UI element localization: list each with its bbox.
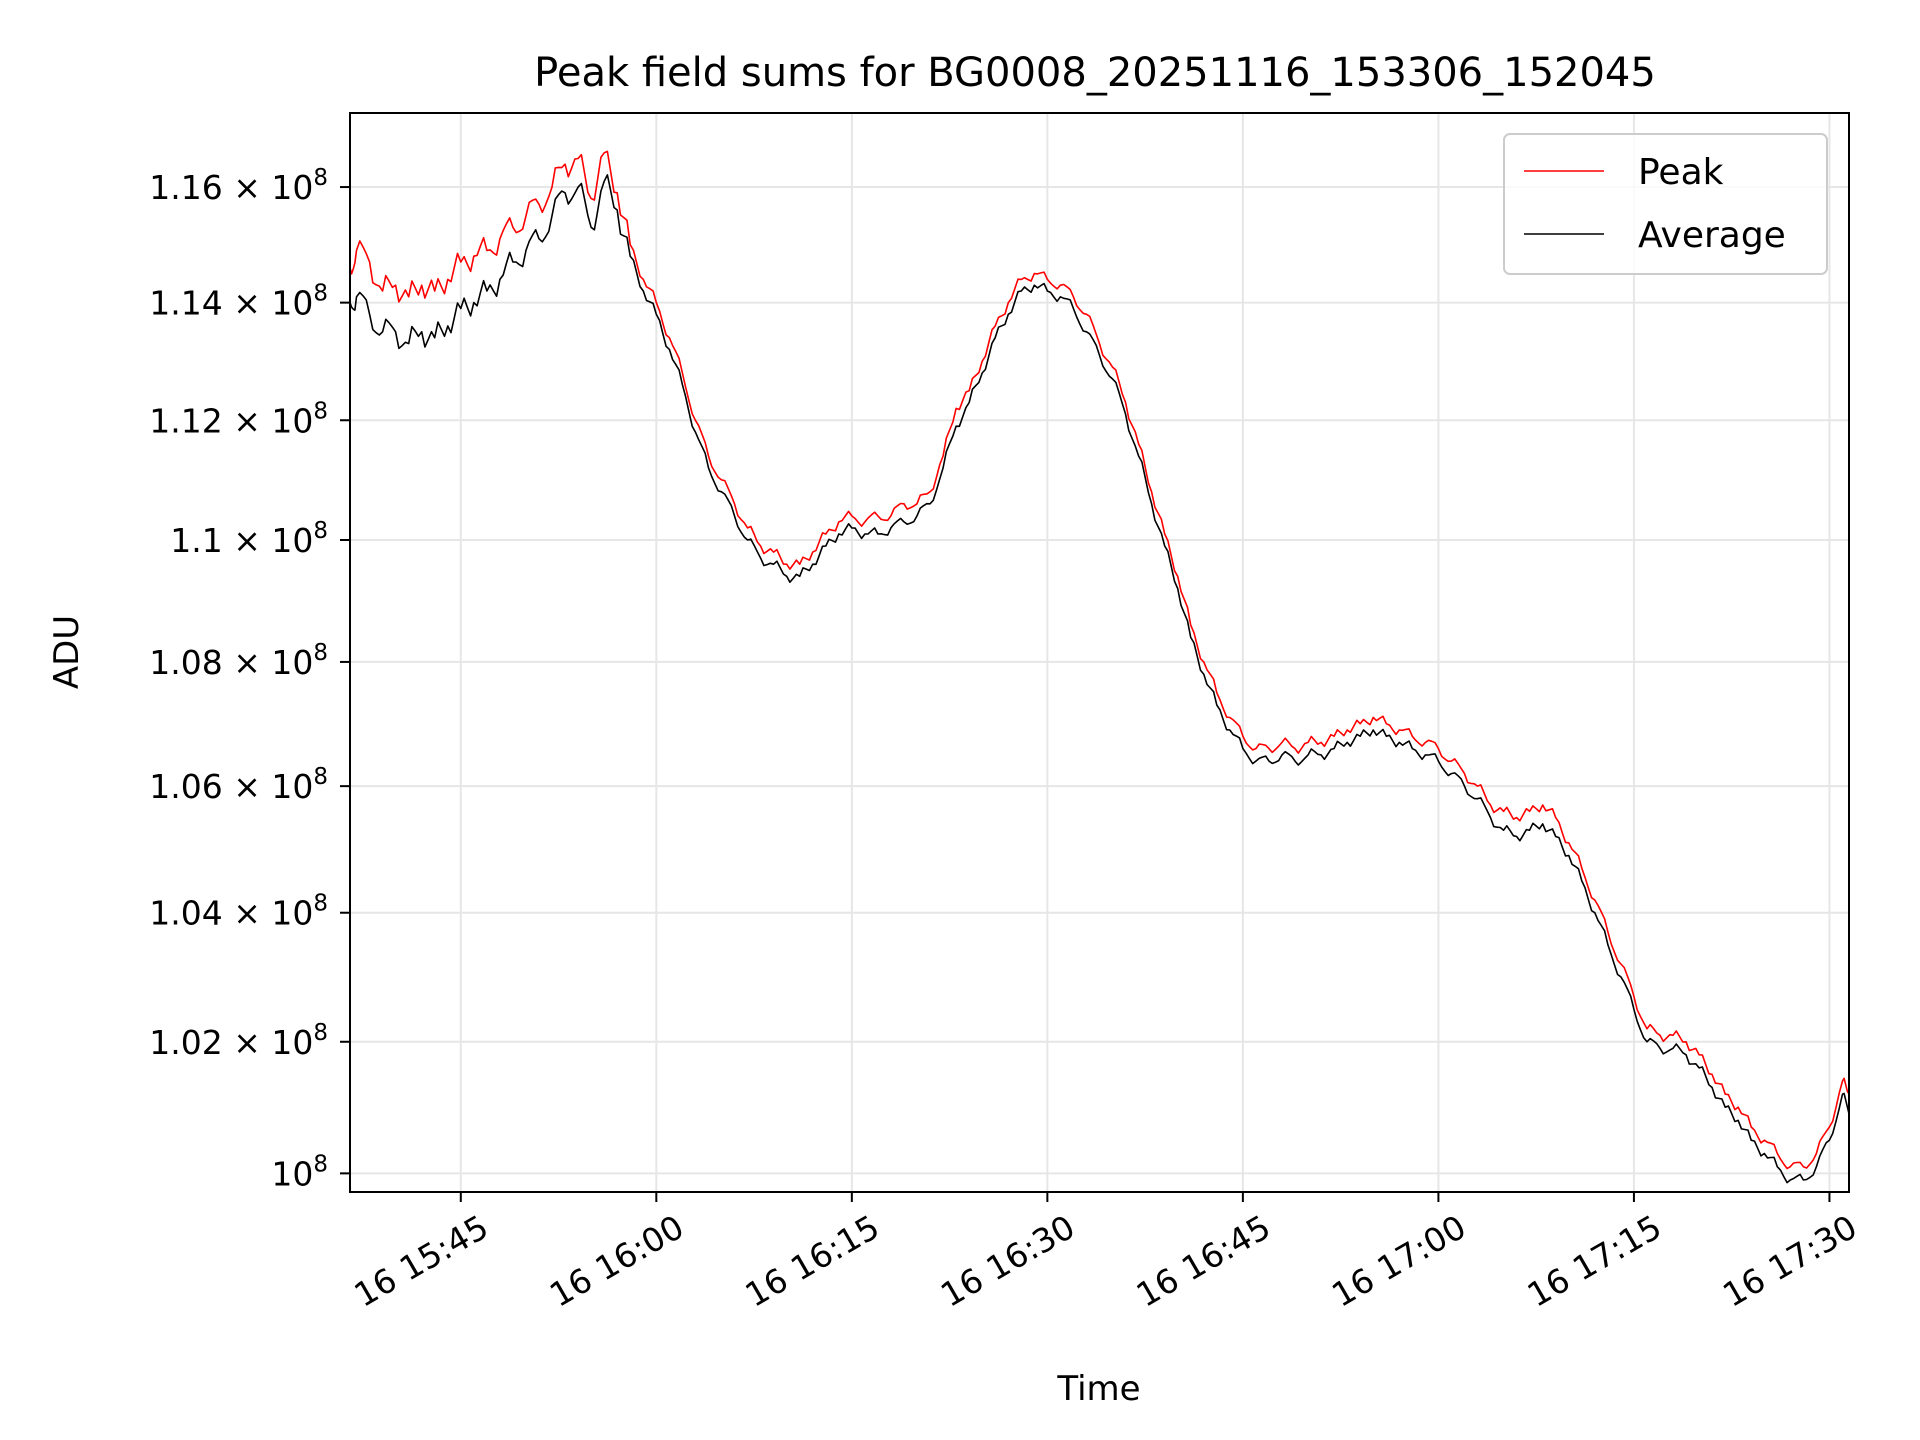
y-tick-label: 1.08 × 108 [149,640,328,682]
y-axis-label: ADU [47,615,87,689]
y-tick-label: 1.14 × 108 [149,281,328,323]
y-tick-label: 1.06 × 108 [149,764,328,806]
plot-frame [349,112,1850,1193]
chart-title: Peak field sums for BG0008_20251116_1533… [534,50,1656,96]
legend-label-average: Average [1638,215,1786,256]
y-axis: 108 1.02 × 108 1.04 × 108 1.06 × 108 1.08 × … [149,165,350,1193]
legend: Peak Average [1503,133,1828,275]
plot-area [349,150,1850,1184]
y-tick-label: 1.1 × 108 [170,518,328,560]
legend-box [1503,133,1828,275]
y-tick-label: 1.04 × 108 [149,891,328,933]
y-tick-label: 1.16 × 108 [149,165,328,207]
legend-label-peak: Peak [1638,152,1724,193]
series-line-peak [349,150,1850,1170]
grid [350,113,1849,1192]
y-tick-label: 1.12 × 108 [149,398,328,440]
x-axis-label: Time [1056,1369,1140,1409]
series-line-average [349,174,1850,1184]
y-tick-label: 1.02 × 108 [149,1020,328,1062]
y-tick-label: 108 [271,1151,328,1193]
